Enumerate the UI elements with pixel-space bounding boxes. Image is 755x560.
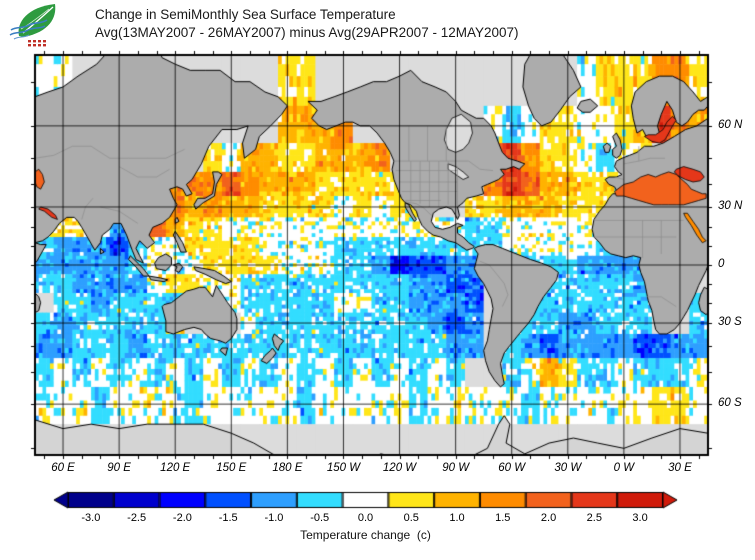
colorbar-tick-1.5: 1.5 xyxy=(495,512,511,524)
lon-label-30w: 30 W xyxy=(554,462,582,474)
lat-label-30n: 30 N xyxy=(718,199,743,212)
chart-subtitle: Avg(13MAY2007 - 26MAY2007) minus Avg(29A… xyxy=(95,25,519,40)
colorbar-tick-2.0: 2.0 xyxy=(540,512,557,524)
colorbar-tick--1.5: -1.5 xyxy=(218,512,238,524)
lon-label-120e: 120 E xyxy=(160,462,191,474)
lon-label-150e: 150 E xyxy=(216,462,247,474)
colorbar-tick--0.5: -0.5 xyxy=(310,512,330,524)
agency-logo xyxy=(8,1,66,47)
colorbar-tick--3.0: -3.0 xyxy=(81,512,101,524)
lon-label-60e: 60 E xyxy=(51,462,75,474)
colorbar-tick--2.5: -2.5 xyxy=(127,512,147,524)
lon-label-180e: 180 E xyxy=(272,462,303,474)
world-sst-change-map xyxy=(30,50,713,460)
colorbar xyxy=(52,489,682,513)
colorbar-tick-0.0: 0.0 xyxy=(357,512,374,524)
colorbar-tick-0.5: 0.5 xyxy=(403,512,419,524)
lon-label-30e: 30 E xyxy=(668,462,692,474)
lon-label-0w: 0 W xyxy=(613,462,635,474)
lon-label-150w: 150 W xyxy=(326,462,361,474)
lon-label-120w: 120 W xyxy=(382,462,417,474)
lat-label-60s: 60 S xyxy=(718,397,742,410)
lon-label-90e: 90 E xyxy=(107,462,131,474)
colorbar-tick--1.0: -1.0 xyxy=(264,512,284,524)
leaf-waves-logo-graphic xyxy=(9,4,56,47)
colorbar-tick-labels: -3.0 -2.5 -2.0 -1.5 -1.0 -0.5 0.0 0.5 1.0 1.5 2.0 2… xyxy=(68,512,663,524)
chart-title: Change in SemiMonthly Sea Surface Temper… xyxy=(95,7,396,22)
colorbar-caption: Temperature change (c) xyxy=(300,528,431,542)
colorbar-tick-1.0: 1.0 xyxy=(449,512,465,524)
logo-tiny-text xyxy=(28,40,46,47)
lat-label-30s: 30 S xyxy=(718,316,742,329)
lon-label-90w: 90 W xyxy=(442,462,470,474)
lat-label-60n: 60 N xyxy=(718,118,743,131)
lon-label-60w: 60 W xyxy=(498,462,526,474)
colorbar-tick--2.0: -2.0 xyxy=(172,512,192,524)
colorbar-tick-2.5: 2.5 xyxy=(586,512,602,524)
colorbar-tick-3.0: 3.0 xyxy=(632,512,648,524)
lat-label-0: 0 xyxy=(718,258,725,270)
